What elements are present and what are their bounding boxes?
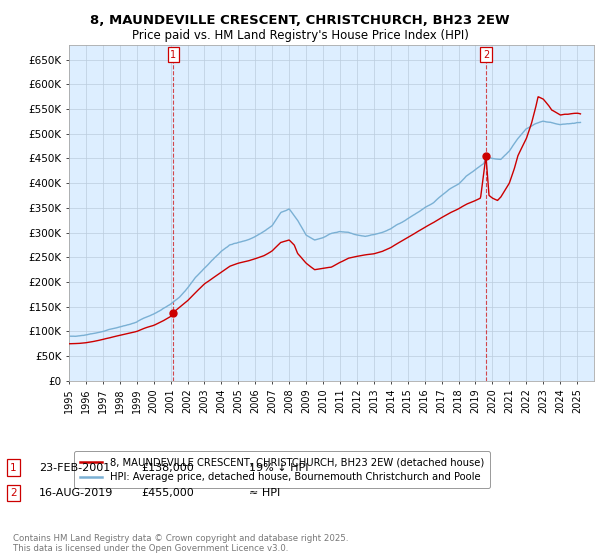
Text: Price paid vs. HM Land Registry's House Price Index (HPI): Price paid vs. HM Land Registry's House … bbox=[131, 29, 469, 42]
Text: £138,000: £138,000 bbox=[141, 463, 194, 473]
Text: 19% ↓ HPI: 19% ↓ HPI bbox=[249, 463, 308, 473]
Text: 8, MAUNDEVILLE CRESCENT, CHRISTCHURCH, BH23 2EW: 8, MAUNDEVILLE CRESCENT, CHRISTCHURCH, B… bbox=[90, 14, 510, 27]
Text: 1: 1 bbox=[170, 50, 176, 60]
Text: 23-FEB-2001: 23-FEB-2001 bbox=[39, 463, 110, 473]
Text: 2: 2 bbox=[10, 488, 17, 498]
Text: Contains HM Land Registry data © Crown copyright and database right 2025.
This d: Contains HM Land Registry data © Crown c… bbox=[13, 534, 349, 553]
Text: 1: 1 bbox=[10, 463, 17, 473]
Text: 2: 2 bbox=[483, 50, 489, 60]
Text: 16-AUG-2019: 16-AUG-2019 bbox=[39, 488, 113, 498]
Text: ≈ HPI: ≈ HPI bbox=[249, 488, 280, 498]
Text: £455,000: £455,000 bbox=[141, 488, 194, 498]
Legend: 8, MAUNDEVILLE CRESCENT, CHRISTCHURCH, BH23 2EW (detached house), HPI: Average p: 8, MAUNDEVILLE CRESCENT, CHRISTCHURCH, B… bbox=[74, 451, 490, 488]
